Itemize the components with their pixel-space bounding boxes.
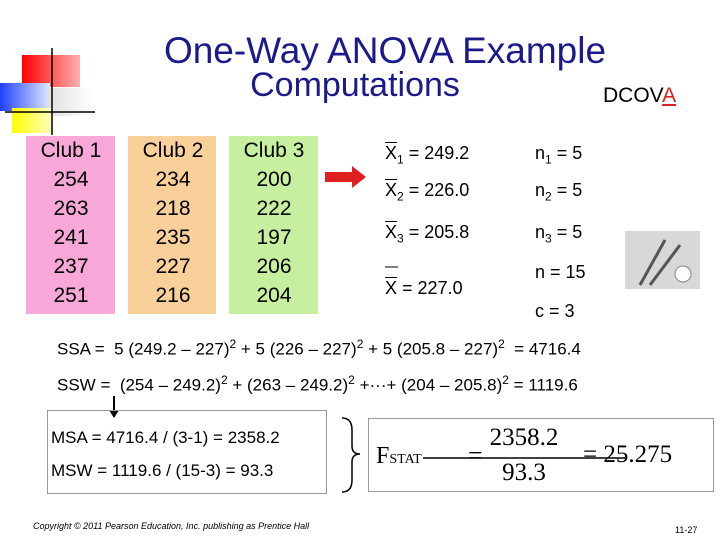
value: = 5	[551, 143, 583, 163]
cell: 206	[256, 255, 292, 278]
subscript: 3	[545, 231, 552, 246]
cell: 197	[256, 226, 292, 249]
total-n: n = 15	[535, 262, 586, 282]
value: = 227.0	[397, 278, 463, 298]
cell: 216	[155, 284, 191, 307]
tag-text: A	[662, 84, 677, 107]
sample-size: n3 = 5	[535, 222, 582, 246]
sample-size: n2 = 5	[535, 180, 582, 204]
value: = 5	[551, 222, 583, 242]
exponent: 2	[498, 337, 505, 351]
msa: MSA = 4716.4 / (3-1) = 2358.2	[51, 428, 280, 447]
column: Club 1 254 263 241 237 251	[27, 136, 115, 314]
ms-box	[47, 410, 327, 494]
value: = 226.0	[403, 180, 470, 200]
cell: 235	[155, 226, 191, 249]
title: One-Way ANOVA Example	[163, 30, 607, 71]
groups: c = 3	[535, 301, 575, 321]
cell: 222	[256, 197, 292, 220]
mean: X3 = 205.8	[385, 222, 469, 246]
symbol: n	[535, 143, 546, 163]
column-header: Club 2	[142, 139, 204, 162]
f-result: = 25.275	[583, 441, 673, 468]
exponent: 2	[220, 373, 228, 387]
cell: 241	[53, 226, 89, 249]
term: = 4716.4	[504, 339, 581, 359]
subscript: 3	[397, 231, 404, 246]
column-header: Club 3	[243, 139, 305, 162]
cell: 227	[155, 255, 191, 278]
symbol: n	[535, 180, 546, 200]
exponent: 2	[502, 373, 509, 387]
denominator: 93.3	[502, 459, 546, 486]
page-number: 11-27	[675, 525, 698, 535]
exponent: 2	[348, 373, 355, 387]
cell: 200	[256, 168, 292, 191]
cell: 251	[53, 284, 89, 307]
cell: 218	[155, 197, 191, 220]
term: SSA = 5 (249.2 – 227)	[57, 339, 230, 359]
exponent: 2	[229, 337, 237, 351]
term: + (263 – 249.2)	[227, 375, 349, 395]
symbol: n	[535, 222, 546, 242]
f-sub: STAT	[389, 452, 422, 467]
symbol: X	[385, 278, 398, 298]
copyright: Copyright © 2011 Pearson Education, Inc.…	[33, 521, 310, 531]
cell: 263	[53, 197, 89, 220]
ssa: SSA = 5 (249.2 – 227)2 + 5 (226 – 227)2 …	[57, 337, 581, 360]
msw: MSW = 1119.6 / (15-3) = 93.3	[51, 461, 274, 480]
column: Club 3 200 222 197 206 204	[230, 136, 318, 314]
ssw: SSW = (254 – 249.2)2 + (263 – 249.2)2 +·…	[57, 373, 578, 396]
cell: 254	[53, 168, 89, 191]
column-header: Club 1	[40, 139, 102, 162]
mean: X2 = 226.0	[385, 180, 469, 204]
sample-size: n1 = 5	[535, 143, 582, 167]
f-eq: =	[468, 441, 483, 470]
term: SSW = (254 – 249.2)	[57, 375, 221, 395]
subscript: 1	[397, 152, 404, 167]
subscript: 1	[545, 152, 552, 167]
term: + 5 (226 – 227)	[236, 339, 357, 359]
mean: X1 = 249.2	[385, 143, 469, 167]
f: F	[376, 443, 390, 469]
tag-text: DCOV	[603, 84, 663, 107]
cell: 204	[256, 284, 292, 307]
term: +···+ (204 – 205.8)	[354, 375, 503, 395]
subscript: 2	[545, 189, 552, 204]
term: = 1119.6	[508, 375, 578, 395]
term: + 5 (205.8 – 227)	[363, 339, 499, 359]
cell: 234	[155, 168, 191, 191]
numerator: 2358.2	[489, 424, 559, 451]
value: = 205.8	[403, 222, 470, 242]
grand-mean: X = 227.0	[385, 278, 463, 299]
symbol: X	[385, 222, 398, 242]
f-label: FSTAT	[376, 443, 422, 470]
subscript: 2	[397, 189, 404, 204]
symbol: X	[385, 180, 398, 200]
tag: DCOVA	[603, 84, 676, 108]
cell: 237	[53, 255, 89, 278]
value: = 5	[551, 180, 583, 200]
f-box	[368, 418, 714, 492]
value: = 249.2	[403, 143, 470, 163]
exponent: 2	[356, 337, 364, 351]
symbol: X	[385, 143, 398, 163]
title: Computations	[250, 66, 460, 104]
column: Club 2 234 218 235 227 216	[129, 136, 217, 314]
